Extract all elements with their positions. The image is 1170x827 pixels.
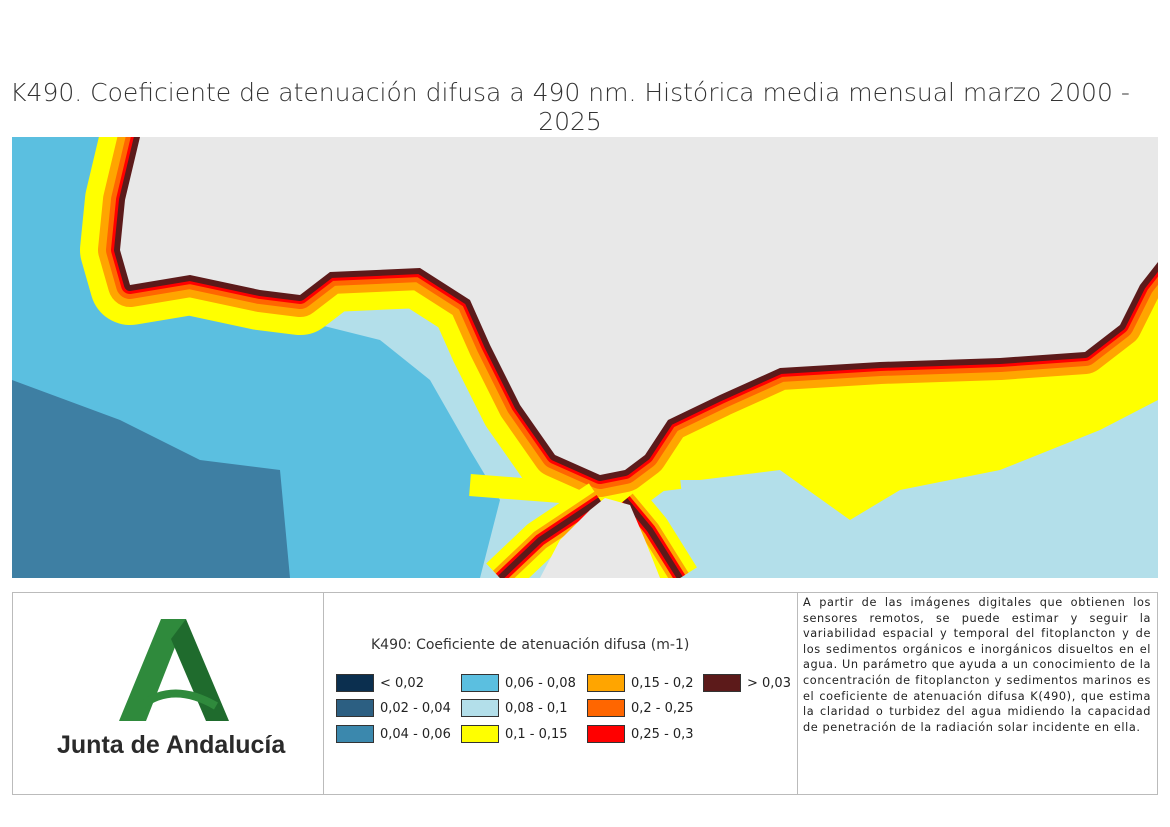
land-iberia — [120, 137, 1158, 475]
legend-swatch — [461, 725, 499, 743]
legend-swatch — [587, 725, 625, 743]
legend-swatch — [587, 699, 625, 717]
land-africa — [540, 498, 660, 578]
legend-item: 0,02 - 0,04 — [336, 699, 451, 717]
legend-swatch — [587, 674, 625, 692]
legend-label: 0,08 - 0,1 — [505, 700, 568, 716]
legend-item: 0,1 - 0,15 — [461, 725, 568, 743]
logo-right — [171, 619, 229, 721]
legend-label: 0,02 - 0,04 — [380, 700, 451, 716]
legend-swatch — [461, 699, 499, 717]
legend-swatch — [336, 674, 374, 692]
legend-title: K490: Coeficiente de atenuación difusa (… — [371, 637, 690, 653]
legend-label: 0,1 - 0,15 — [505, 726, 568, 742]
logo-left — [119, 619, 186, 721]
legend-swatch — [336, 699, 374, 717]
legend-label: > 0,03 — [747, 675, 791, 691]
logo-text: Junta de Andalucía — [57, 731, 286, 759]
legend-item: 0,04 - 0,06 — [336, 725, 451, 743]
legend-label: 0,2 - 0,25 — [631, 700, 694, 716]
logo — [119, 619, 229, 721]
legend-item: 0,15 - 0,2 — [587, 674, 694, 692]
legend-item: 0,06 - 0,08 — [461, 674, 576, 692]
footer-panel: Junta de Andalucía K490: Coeficiente de … — [12, 592, 1158, 795]
legend-item: > 0,03 — [703, 674, 791, 692]
legend-label: 0,25 - 0,3 — [631, 726, 694, 742]
legend-item: 0,2 - 0,25 — [587, 699, 694, 717]
legend-item: 0,25 - 0,3 — [587, 725, 694, 743]
legend-swatch — [703, 674, 741, 692]
legend-label: 0,04 - 0,06 — [380, 726, 451, 742]
legend-label: 0,15 - 0,2 — [631, 675, 694, 691]
divider — [323, 593, 324, 794]
legend-item: 0,08 - 0,1 — [461, 699, 568, 717]
legend-swatch — [461, 674, 499, 692]
deep-water — [12, 380, 290, 578]
map-title: K490. Coeficiente de atenuación difusa a… — [10, 78, 1130, 136]
legend-label: < 0,02 — [380, 675, 424, 691]
divider — [797, 593, 798, 794]
map — [12, 137, 1158, 578]
logo-arc — [138, 689, 219, 710]
description: A partir de las imágenes digitales que o… — [803, 596, 1151, 734]
legend-item: < 0,02 — [336, 674, 424, 692]
legend-label: 0,06 - 0,08 — [505, 675, 576, 691]
legend-swatch — [336, 725, 374, 743]
turbid-area — [640, 300, 1158, 520]
